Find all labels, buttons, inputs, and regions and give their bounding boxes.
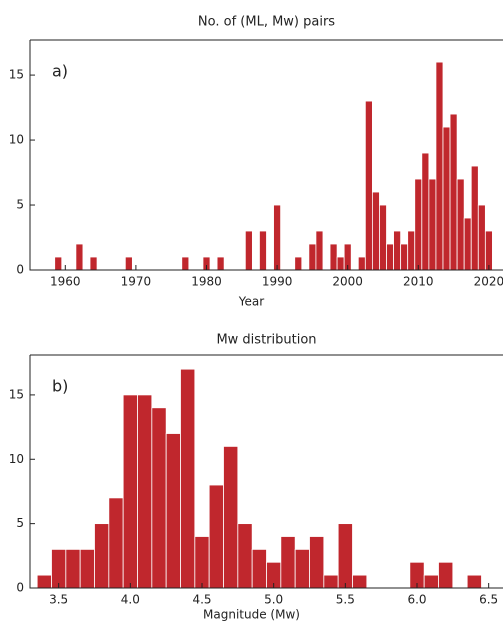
y-tick-label: 10 bbox=[9, 452, 24, 466]
bar bbox=[337, 523, 353, 589]
bar bbox=[137, 394, 153, 589]
chart-title: Mw distribution bbox=[216, 333, 316, 348]
bar bbox=[379, 204, 387, 271]
bar bbox=[194, 536, 210, 589]
bar bbox=[94, 523, 110, 589]
y-tick-label: 15 bbox=[9, 68, 24, 82]
bar bbox=[151, 407, 167, 589]
x-tick-label: 2020 bbox=[474, 275, 503, 289]
bar bbox=[216, 256, 225, 271]
x-tick-label: 4.5 bbox=[192, 593, 211, 607]
bar bbox=[393, 230, 402, 271]
bar bbox=[329, 243, 338, 271]
y-tick-label: 5 bbox=[16, 516, 24, 530]
y-tick-label: 15 bbox=[9, 387, 24, 401]
bar bbox=[428, 178, 437, 271]
y-tick-label: 0 bbox=[16, 581, 24, 595]
y-tick-label: 10 bbox=[9, 133, 24, 147]
x-tick-label: 2000 bbox=[332, 275, 363, 289]
bar bbox=[122, 394, 138, 589]
x-tick-label: 6.5 bbox=[479, 593, 498, 607]
x-tick-label: 5.0 bbox=[264, 593, 283, 607]
bar bbox=[89, 256, 98, 271]
x-tick-label: 1980 bbox=[191, 275, 222, 289]
bar bbox=[352, 574, 368, 589]
bar bbox=[438, 561, 454, 589]
bar bbox=[308, 243, 317, 271]
bar bbox=[79, 548, 95, 589]
bar bbox=[208, 484, 224, 589]
bar bbox=[423, 574, 439, 589]
bar bbox=[421, 152, 430, 271]
panel-label: a) bbox=[52, 62, 68, 81]
bar bbox=[386, 243, 394, 271]
x-tick-label: 1960 bbox=[50, 275, 81, 289]
panel-label: b) bbox=[52, 377, 68, 396]
bar bbox=[336, 256, 345, 271]
x-tick-label: 1970 bbox=[121, 275, 152, 289]
bar bbox=[463, 217, 472, 271]
bar bbox=[181, 256, 190, 271]
x-tick-label: 2010 bbox=[403, 275, 434, 289]
x-tick-label: 5.5 bbox=[336, 593, 355, 607]
bar bbox=[237, 523, 253, 589]
chart-title: No. of (ML, Mw) pairs bbox=[198, 15, 335, 30]
x-tick-label: 1990 bbox=[262, 275, 293, 289]
bar bbox=[477, 204, 486, 271]
bar bbox=[456, 178, 465, 271]
bar bbox=[470, 165, 479, 271]
bar bbox=[124, 256, 133, 271]
bar bbox=[400, 243, 409, 271]
bar bbox=[357, 256, 366, 271]
bar bbox=[309, 536, 325, 589]
bar bbox=[75, 243, 84, 271]
bar bbox=[273, 204, 282, 271]
bar bbox=[165, 433, 181, 589]
bar bbox=[36, 574, 52, 589]
bar bbox=[435, 61, 444, 271]
bar bbox=[54, 256, 63, 271]
bar bbox=[315, 230, 324, 271]
bar bbox=[414, 178, 423, 271]
bar bbox=[294, 256, 303, 271]
bar bbox=[280, 536, 296, 589]
y-tick-label: 5 bbox=[16, 198, 24, 212]
bar bbox=[251, 548, 267, 589]
bar bbox=[108, 497, 124, 589]
x-axis-label: Magnitude (Mw) bbox=[203, 608, 300, 622]
x-tick-label: 3.5 bbox=[49, 593, 68, 607]
bar bbox=[442, 126, 451, 271]
bar bbox=[294, 548, 310, 589]
bar bbox=[484, 230, 493, 271]
bar bbox=[223, 445, 239, 589]
x-tick-label: 6.0 bbox=[407, 593, 426, 607]
bar bbox=[407, 230, 416, 271]
x-axis-label: Year bbox=[238, 295, 264, 309]
bar bbox=[323, 574, 339, 589]
bar bbox=[259, 230, 267, 271]
bar bbox=[244, 230, 253, 271]
x-tick-label: 4.0 bbox=[121, 593, 140, 607]
bar bbox=[449, 113, 458, 271]
bar bbox=[65, 548, 81, 589]
bar bbox=[466, 574, 482, 589]
bar bbox=[371, 191, 380, 271]
bar bbox=[180, 368, 196, 589]
bar bbox=[51, 548, 67, 589]
y-tick-label: 0 bbox=[16, 263, 24, 277]
bar bbox=[364, 100, 373, 271]
